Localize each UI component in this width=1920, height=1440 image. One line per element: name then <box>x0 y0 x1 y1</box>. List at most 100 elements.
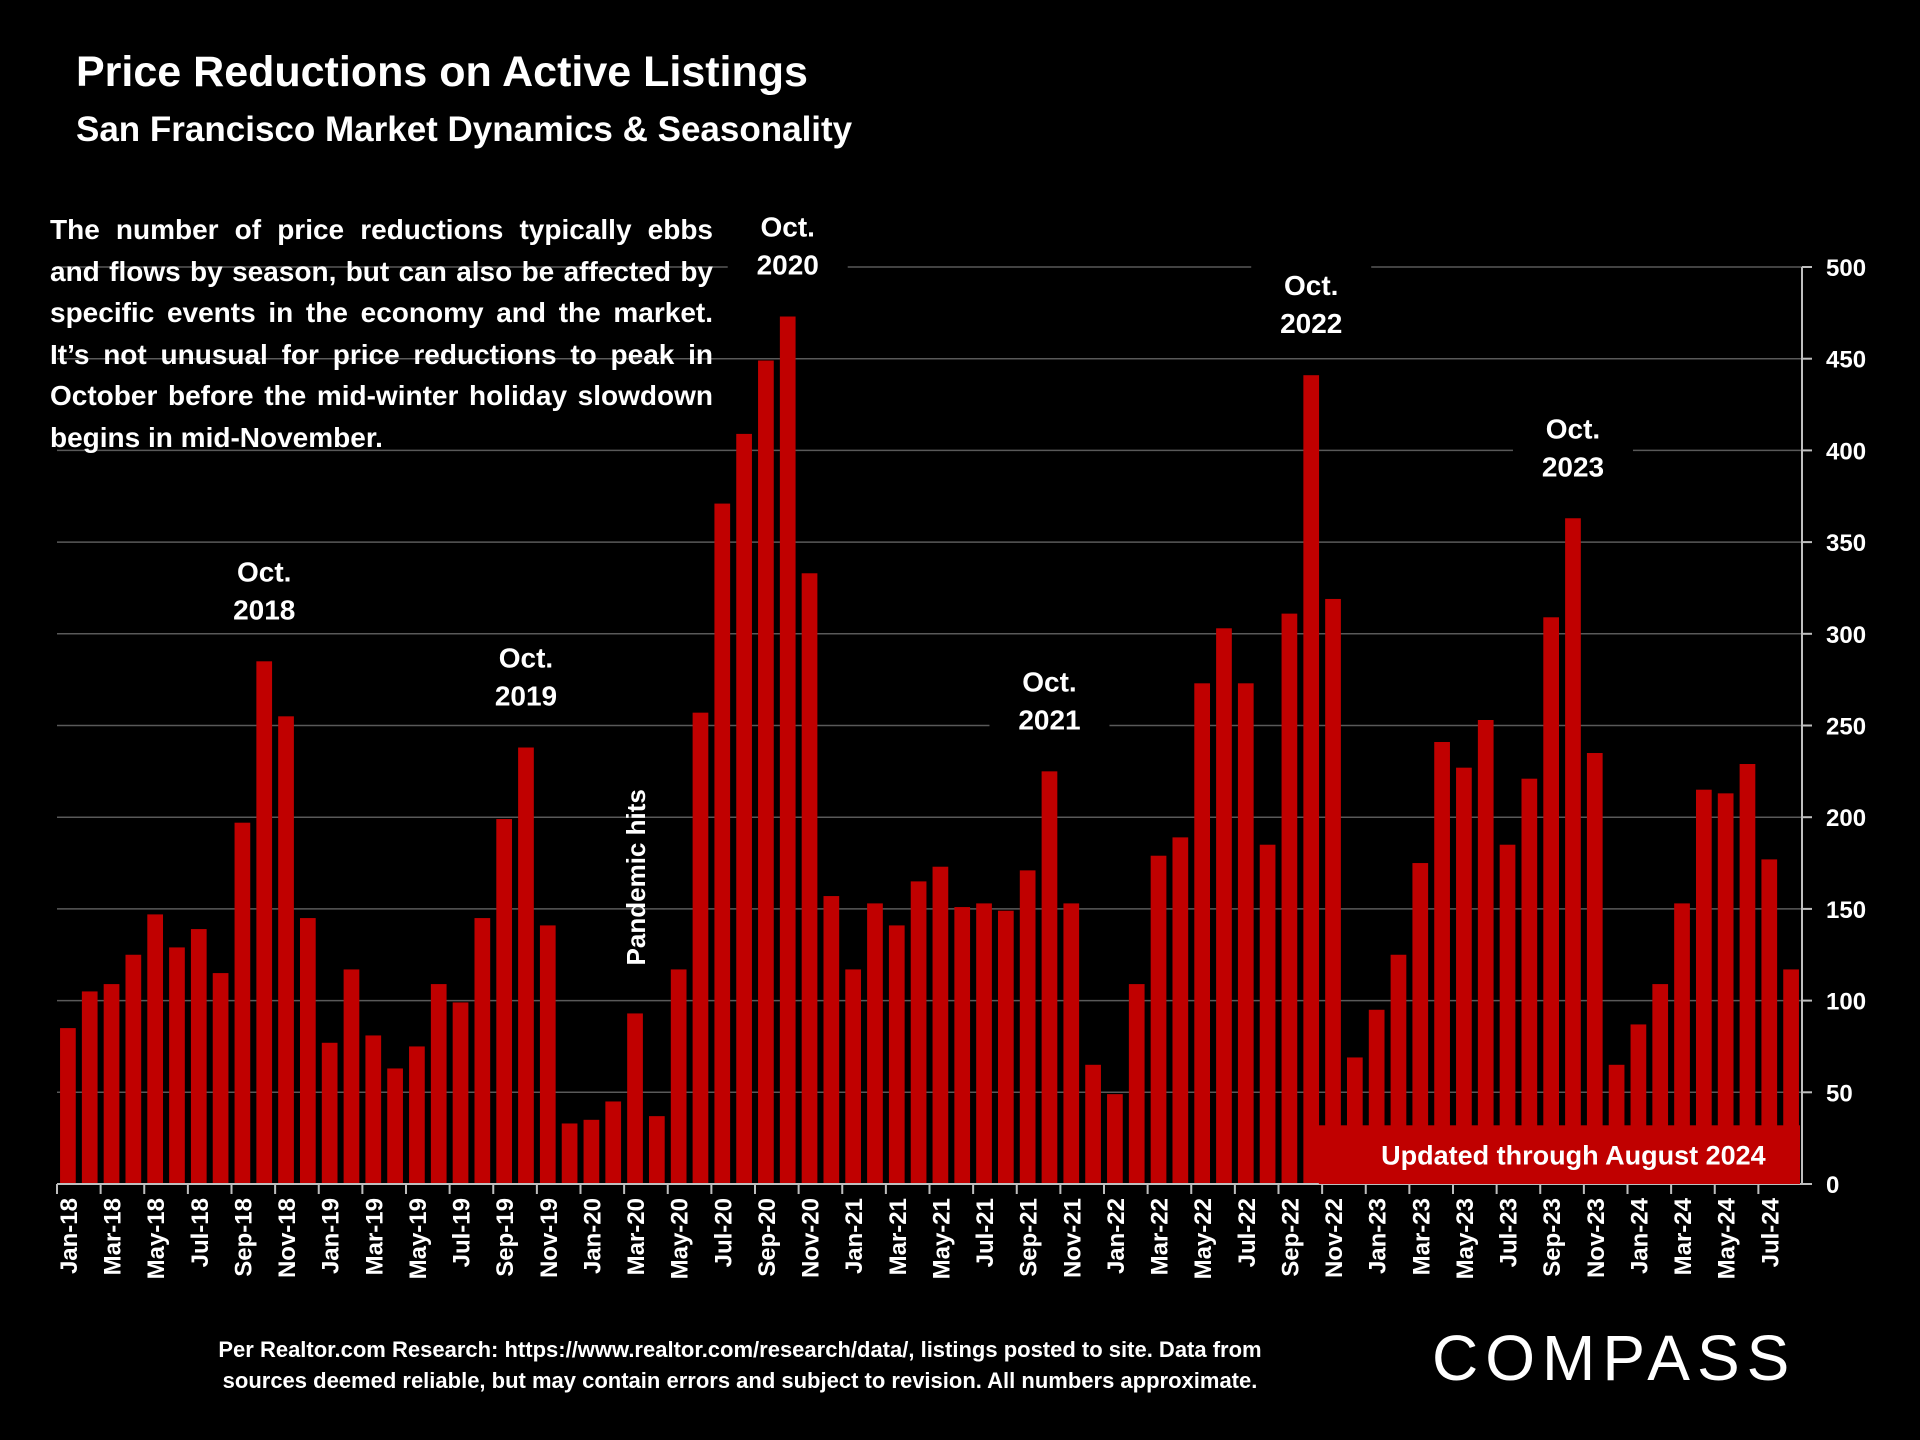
bar <box>888 925 905 1184</box>
y-tick-label: 400 <box>1826 438 1866 465</box>
y-tick-label: 500 <box>1826 255 1866 282</box>
x-tick-label: Nov-18 <box>274 1198 301 1278</box>
bar <box>387 1068 403 1184</box>
bar <box>539 925 556 1184</box>
bar <box>627 1013 643 1184</box>
x-tick-label: Jul-21 <box>972 1198 999 1267</box>
x-tick-label: May-22 <box>1190 1198 1217 1279</box>
x-tick-label: Nov-22 <box>1321 1198 1348 1278</box>
x-tick-label: May-23 <box>1452 1198 1479 1279</box>
y-tick-label: 150 <box>1826 897 1866 924</box>
x-tick-label: Sep-20 <box>754 1198 781 1277</box>
bar <box>845 969 862 1184</box>
bar <box>758 360 774 1184</box>
annotation-month: Oct. <box>1546 413 1600 444</box>
annotation-background <box>1251 265 1372 344</box>
y-tick-label: 300 <box>1826 622 1866 649</box>
y-tick-label: 100 <box>1826 989 1866 1016</box>
bar <box>736 433 752 1184</box>
annotation-year: 2020 <box>757 250 819 281</box>
x-tick-label: Jul-20 <box>710 1198 737 1267</box>
bar <box>278 716 294 1184</box>
bar <box>103 984 120 1184</box>
annotation-background <box>204 551 325 630</box>
bar <box>1499 844 1516 1184</box>
footnote-line-2: sources deemed reliable, but may contain… <box>222 1368 1258 1393</box>
bar <box>1565 518 1581 1184</box>
source-footnote: Per Realtor.com Research: https://www.re… <box>120 1334 1360 1396</box>
x-tick-label: Mar-20 <box>623 1198 650 1275</box>
x-tick-label: Mar-24 <box>1670 1197 1697 1275</box>
bar <box>1717 793 1734 1184</box>
x-tick-label: Mar-22 <box>1147 1198 1174 1275</box>
x-tick-label: Jul-23 <box>1496 1198 1523 1267</box>
x-tick-label: Nov-19 <box>536 1198 563 1278</box>
pandemic-hits-label: Pandemic hits <box>621 789 651 965</box>
bar <box>430 984 447 1184</box>
x-tick-label: May-24 <box>1714 1197 1741 1279</box>
bar <box>81 991 98 1184</box>
bar <box>1259 844 1276 1184</box>
axes: 0 50 100 150 200 250 300 350 400 450 500 Jan-18 Mar-… <box>56 255 1866 1279</box>
x-tick-label: Jan-19 <box>318 1198 345 1274</box>
x-tick-label: May-19 <box>405 1198 432 1279</box>
bar <box>932 866 949 1184</box>
annotation-year: 2021 <box>1018 704 1080 735</box>
x-tick-label: Mar-23 <box>1408 1198 1435 1275</box>
bar <box>692 712 709 1184</box>
bar <box>1674 903 1690 1184</box>
footnote-line-1: Per Realtor.com Research: https://www.re… <box>218 1337 1262 1362</box>
y-tick-label: 0 <box>1826 1172 1839 1199</box>
bar <box>714 503 731 1184</box>
bar <box>1085 1064 1101 1184</box>
x-tick-label: May-18 <box>143 1198 170 1279</box>
x-tick-label: Jan-22 <box>1103 1198 1130 1274</box>
bar <box>169 947 185 1184</box>
annotations: Oct. 2018 Oct. 2019 Oct. 2020 Oct. 2021 Oct. 2022… <box>204 206 1633 965</box>
annotation-year: 2022 <box>1280 308 1342 339</box>
x-tick-label: Sep-22 <box>1277 1198 1304 1277</box>
update-banner-group: Updated through August 2024 <box>1318 1125 1800 1184</box>
page-subtitle: San Francisco Market Dynamics & Seasonal… <box>76 110 853 149</box>
bar <box>561 1123 578 1184</box>
bar <box>234 822 251 1184</box>
bar <box>801 573 818 1184</box>
bar <box>997 910 1014 1184</box>
y-tick-label: 350 <box>1826 530 1866 557</box>
x-tick-label: Jan-18 <box>56 1198 83 1274</box>
bar <box>670 969 687 1184</box>
x-tick-label: Jan-21 <box>841 1198 868 1274</box>
bar <box>1695 789 1712 1184</box>
bar <box>1194 683 1211 1184</box>
bar <box>1303 375 1320 1184</box>
bar <box>605 1101 622 1184</box>
annotation-background <box>989 661 1110 740</box>
bar <box>1521 778 1538 1184</box>
bar <box>1325 598 1341 1184</box>
x-tick-label: May-20 <box>667 1198 694 1279</box>
bar <box>409 1046 425 1184</box>
bar <box>343 969 360 1184</box>
y-tick-label: 250 <box>1826 714 1866 741</box>
y-tick-label: 450 <box>1826 347 1866 374</box>
annotation-year: 2018 <box>233 594 295 625</box>
compass-logo: COMPASS <box>1432 1322 1797 1394</box>
gridlines <box>57 266 1802 1094</box>
annotation-background <box>465 637 586 716</box>
annotation-month: Oct. <box>1022 666 1076 697</box>
x-tick-label: Sep-19 <box>492 1198 519 1277</box>
bar <box>299 918 316 1184</box>
bar <box>976 903 992 1184</box>
bar <box>1041 771 1058 1184</box>
bar <box>1739 764 1756 1184</box>
bar <box>125 954 142 1184</box>
x-tick-label: Nov-21 <box>1059 1198 1086 1278</box>
annotation-background <box>727 206 848 285</box>
bar <box>496 819 513 1184</box>
x-tick-label: Jan-24 <box>1626 1197 1653 1274</box>
update-banner-text: Updated through August 2024 <box>1381 1141 1766 1171</box>
y-tick-label: 200 <box>1826 805 1866 832</box>
x-tick-label: Jul-19 <box>449 1198 476 1267</box>
bar <box>1543 617 1560 1184</box>
